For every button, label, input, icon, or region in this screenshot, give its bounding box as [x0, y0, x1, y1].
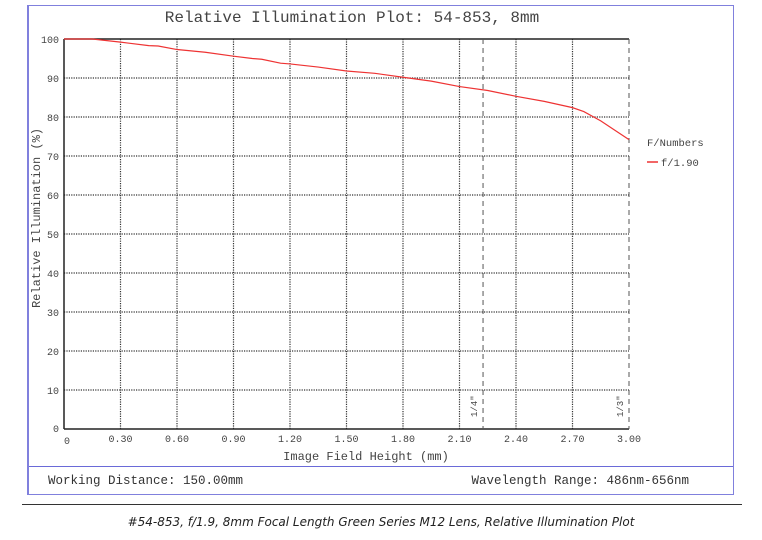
- y-tick-label: 0: [53, 425, 59, 436]
- y-tick-label: 40: [47, 270, 59, 281]
- y-tick-label: 50: [47, 231, 59, 242]
- figure-caption: #54-853, f/1.9, 8mm Focal Length Green S…: [127, 515, 635, 529]
- y-tick-label: 100: [41, 36, 59, 47]
- y-tick-label: 80: [47, 114, 59, 125]
- y-tick-label: 90: [47, 75, 59, 86]
- wavelength-range: Wavelength Range: 486nm-656nm: [471, 474, 689, 488]
- x-tick-label: 2.10: [447, 435, 471, 446]
- x-tick-label: 1.50: [334, 435, 358, 446]
- x-tick-label: 0.30: [108, 435, 132, 446]
- caption-rule: [22, 504, 742, 505]
- x-tick-label: 2.40: [504, 435, 528, 446]
- x-tick-label: 2.70: [560, 435, 584, 446]
- working-distance: Working Distance: 150.00mm: [48, 474, 244, 488]
- x-origin-label: 0: [64, 437, 70, 448]
- x-axis-label: Image Field Height (mm): [283, 450, 449, 464]
- y-tick-label: 10: [47, 387, 59, 398]
- legend-entry: f/1.90: [661, 158, 699, 170]
- y-tick-label: 30: [47, 309, 59, 320]
- sensor-marker-label: 1/4": [470, 395, 480, 417]
- legend-title: F/Numbers: [647, 138, 704, 150]
- x-tick-label: 3.00: [617, 435, 641, 446]
- series-line-f190: [64, 38, 630, 141]
- y-axis-label: Relative Illumination (%): [30, 128, 44, 308]
- x-tick-label: 1.80: [391, 435, 415, 446]
- x-tick-label: 0.90: [221, 435, 245, 446]
- plot-frame: Working Distance: 150.00mm Wavelength Ra…: [27, 5, 734, 495]
- info-divider: [29, 466, 733, 467]
- sensor-marker-label: 1/3": [616, 395, 626, 417]
- y-tick-label: 20: [47, 348, 59, 359]
- chart-title: Relative Illumination Plot: 54-853, 8mm: [165, 9, 539, 27]
- y-tick-label: 60: [47, 192, 59, 203]
- relative-illumination-chart: 0 10 20 30 40 50 60 70 80 90 100 0.30 0.60 0.90 1.20 1.…: [30, 9, 704, 464]
- x-tick-label: 0.60: [165, 435, 189, 446]
- y-tick-label: 70: [47, 153, 59, 164]
- x-tick-label: 1.20: [278, 435, 302, 446]
